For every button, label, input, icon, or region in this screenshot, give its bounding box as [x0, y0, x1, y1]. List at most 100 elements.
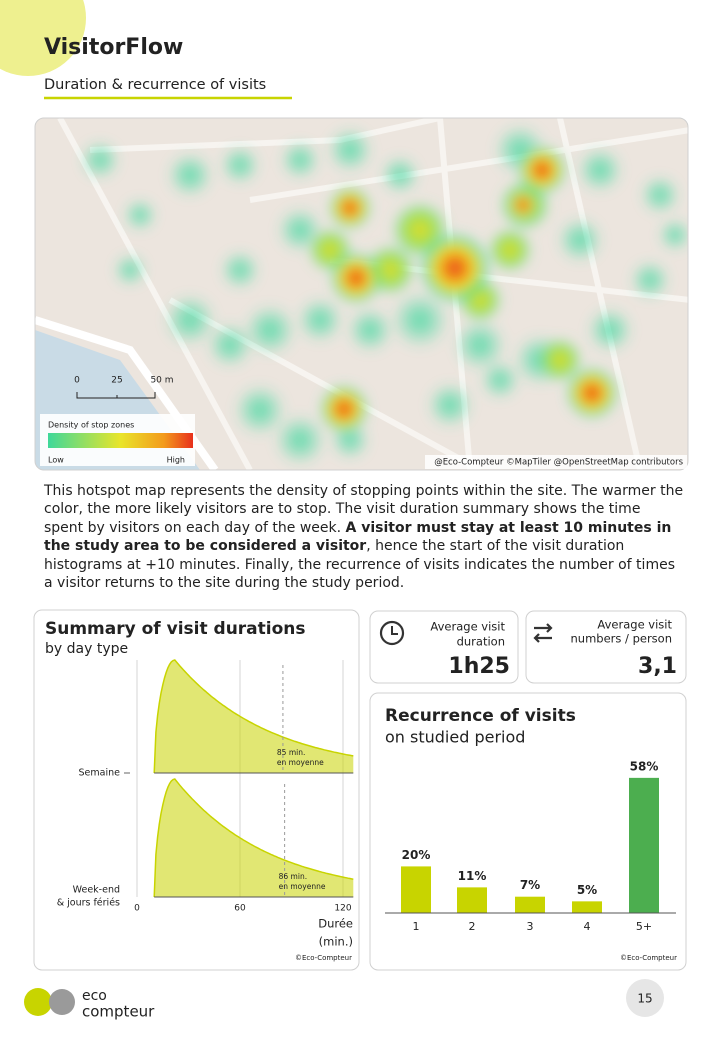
x-tick-label: 60	[234, 904, 246, 914]
legend-high: High	[167, 456, 185, 465]
heat-spot	[280, 140, 320, 180]
x-tick-label: 3	[527, 920, 534, 933]
mean-annotation: 86 min.	[279, 872, 307, 881]
x-tick-label: 0	[134, 904, 140, 914]
heat-spot	[566, 367, 618, 419]
heat-spot	[427, 382, 473, 428]
density-curve	[153, 778, 354, 898]
decor-blob	[0, 0, 86, 76]
x-axis-title: Durée	[318, 917, 353, 931]
heat-spot	[577, 147, 623, 193]
attribution: @Eco-Compteur ©MapTiler @OpenStreetMap c…	[434, 458, 683, 468]
scale-label: 25	[111, 376, 122, 386]
bar	[515, 896, 545, 913]
scale-label: 50 m	[150, 376, 173, 386]
heat-spot	[207, 322, 253, 368]
map-frame	[34, 117, 689, 471]
density-curve	[153, 659, 354, 774]
clock-icon	[391, 626, 398, 635]
kpi-card	[525, 610, 687, 684]
heat-spot	[487, 227, 533, 273]
legend-title: Density of stop zones	[48, 421, 134, 430]
x-axis-title: (min.)	[319, 935, 353, 949]
page-subtitle: Duration & recurrence of visits	[44, 77, 266, 93]
text: This hotspot map represents the density …	[44, 483, 684, 536]
heat-spot	[391, 291, 449, 349]
heat-spot	[220, 250, 260, 290]
heat-spot	[124, 199, 156, 231]
x-tick-label: 5+	[636, 920, 652, 933]
heat-spot	[114, 254, 146, 286]
heat-layer	[80, 124, 688, 466]
chart-subtitle: by day type	[45, 641, 128, 657]
heat-spot	[234, 384, 286, 436]
heat-spot	[167, 152, 213, 198]
row-label: & jours fériés	[57, 898, 120, 909]
recurrence-chart: 20% 1 11% 2 7% 3 5% 4 58% 5+	[385, 759, 676, 933]
legend-gradient	[48, 433, 193, 448]
value-label: 7%	[520, 878, 540, 892]
heat-spot	[630, 260, 670, 300]
heat-spot	[297, 297, 343, 343]
mean-annotation: en moyenne	[279, 882, 326, 891]
kpi-label: Average visit	[430, 620, 505, 634]
heat-spot	[419, 232, 491, 304]
credit: ©Eco-Compteur	[620, 954, 677, 962]
kpi-card	[369, 610, 519, 684]
text: , hence the start of the visit duration …	[44, 538, 675, 592]
chart-title: Recurrence of visits	[385, 706, 576, 726]
bar	[572, 901, 602, 913]
text-bold: A visitor must stay at least 10 minutes …	[44, 519, 672, 555]
heat-spot	[507, 189, 539, 221]
heat-spot	[80, 140, 120, 180]
chart-title: Summary of visit durations	[45, 619, 306, 639]
heat-spot	[347, 307, 393, 353]
heat-spot	[274, 414, 326, 466]
heat-spot	[640, 175, 680, 215]
bar	[457, 887, 487, 913]
kpi-label: Average visit	[597, 618, 672, 632]
clock-icon	[379, 620, 405, 646]
brand: compteur	[82, 1003, 155, 1021]
x-tick-label: 4	[584, 920, 591, 933]
scale-bar	[76, 392, 156, 399]
heat-spot	[454, 319, 506, 371]
heat-spot	[327, 127, 373, 173]
heat-spot	[329, 187, 371, 229]
heat-spot	[277, 207, 323, 253]
heat-spot	[380, 155, 420, 195]
logo-mark	[24, 988, 52, 1016]
legend-low: Low	[48, 456, 64, 465]
value-label: 5%	[577, 883, 597, 897]
heat-spot	[244, 304, 296, 356]
value-label: 20%	[402, 848, 431, 862]
page-title: VisitorFlow	[44, 35, 183, 60]
scale-label: 0	[74, 376, 80, 386]
mean-annotation: en moyenne	[277, 758, 324, 767]
heat-spot	[220, 145, 260, 185]
kpi-value: 3,1	[638, 654, 677, 679]
heat-spot	[557, 217, 603, 263]
card	[369, 692, 687, 971]
chart-subtitle: on studied period	[385, 728, 525, 747]
bar	[401, 866, 431, 913]
heat-spot	[480, 360, 520, 400]
heat-spot	[587, 307, 633, 353]
attribution-bg	[425, 455, 687, 469]
kpi-label: numbers / person	[571, 632, 672, 646]
x-tick-label: 120	[334, 904, 351, 914]
heat-spot	[537, 337, 583, 383]
heat-spot	[518, 146, 566, 194]
logo-mark	[49, 989, 75, 1015]
heat-spot	[164, 294, 216, 346]
value-label: 11%	[458, 869, 487, 883]
repeat-icon	[533, 623, 553, 643]
row-label: Week-end	[73, 885, 120, 896]
mean-annotation: 85 min.	[277, 748, 305, 757]
value-label: 58%	[630, 759, 659, 773]
page-badge	[626, 979, 664, 1017]
heat-spot	[320, 385, 368, 433]
body-text: This hotspot map represents the density …	[44, 482, 684, 592]
credit: ©Eco-Compteur	[295, 954, 352, 962]
